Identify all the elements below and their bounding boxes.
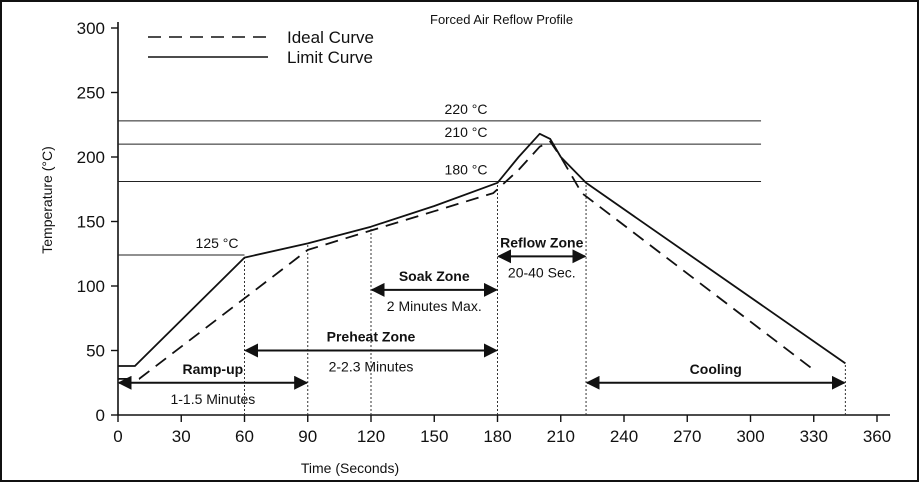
zone-duration: 2 Minutes Max.	[387, 298, 482, 314]
legend: Ideal Curve Limit Curve	[148, 28, 374, 67]
x-tick-label: 180	[483, 427, 511, 446]
legend-ideal-label: Ideal Curve	[287, 28, 374, 47]
zone-duration: 2-2.3 Minutes	[329, 359, 414, 375]
zone-name: Ramp-up	[183, 361, 244, 377]
x-tick-label: 240	[610, 427, 638, 446]
y-tick-label: 0	[96, 406, 105, 425]
y-tick-label: 200	[77, 148, 105, 167]
reference-line-label: 210 °C	[445, 124, 488, 140]
y-tick-label: 150	[77, 213, 105, 232]
y-tick-label: 100	[77, 277, 105, 296]
legend-limit-label: Limit Curve	[287, 48, 373, 67]
ideal-curve-line	[118, 140, 815, 380]
x-tick-label: 60	[235, 427, 254, 446]
x-tick-label: 210	[547, 427, 575, 446]
reference-line-label: 125 °C	[196, 235, 239, 251]
x-tick-label: 0	[113, 427, 122, 446]
x-tick-label: 150	[420, 427, 448, 446]
reference-line-label: 220 °C	[445, 101, 488, 117]
zone-name: Cooling	[690, 361, 742, 377]
reference-line-label: 180 °C	[445, 162, 488, 178]
y-tick-label: 250	[77, 84, 105, 103]
zone-name: Preheat Zone	[327, 329, 416, 345]
zone-duration: 20-40 Sec.	[508, 264, 576, 280]
x-tick-label: 360	[863, 427, 891, 446]
x-tick-label: 30	[172, 427, 191, 446]
x-axis-title: Time (Seconds)	[301, 460, 399, 476]
x-tick-label: 270	[673, 427, 701, 446]
y-tick-label: 50	[86, 342, 105, 361]
x-tick-label: 330	[800, 427, 828, 446]
zone-name: Reflow Zone	[500, 234, 583, 250]
y-tick-label: 300	[77, 19, 105, 38]
zone-duration: 1-1.5 Minutes	[170, 391, 255, 407]
x-tick-label: 300	[736, 427, 764, 446]
zone-name: Soak Zone	[399, 268, 470, 284]
x-tick-label: 120	[357, 427, 385, 446]
y-axis-title: Temperature (°C)	[39, 146, 55, 254]
x-tick-label: 90	[298, 427, 317, 446]
chart-title: Forced Air Reflow Profile	[430, 12, 573, 27]
limit-curve-line	[118, 132, 846, 367]
